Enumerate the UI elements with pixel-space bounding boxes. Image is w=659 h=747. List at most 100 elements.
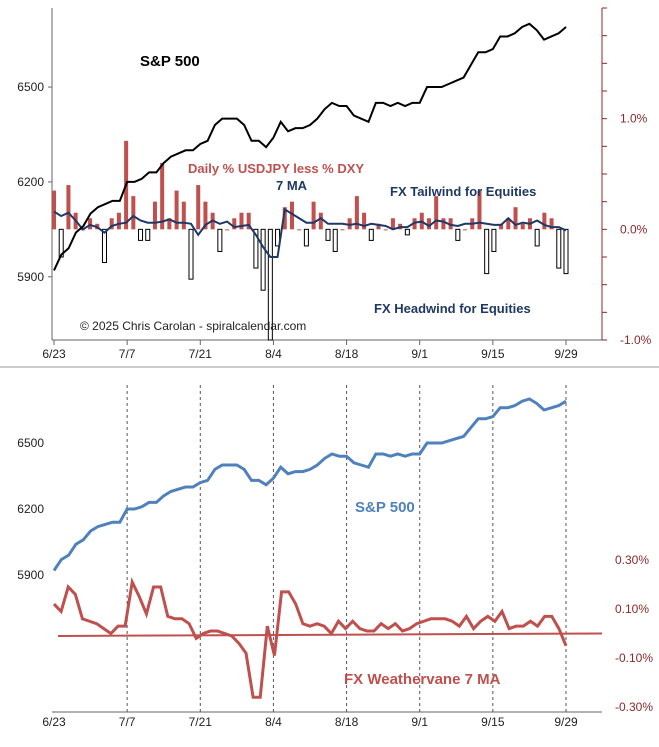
bottom-x-tick-label: 6/23 bbox=[42, 715, 66, 729]
top-left-tick-label: 5900 bbox=[17, 270, 44, 284]
fx-bar-negative bbox=[556, 228, 562, 269]
fx-bar-positive bbox=[239, 212, 244, 230]
fx-bar-positive bbox=[152, 201, 157, 230]
top-right-tick-label: 0.0% bbox=[620, 222, 648, 236]
bottom-sp500-line bbox=[52, 397, 567, 572]
fx-bar-positive bbox=[289, 201, 294, 230]
bottom-right-tick-label: 0.10% bbox=[615, 602, 649, 616]
fx-bar-negative bbox=[253, 228, 259, 269]
annotation-tailwind: FX Tailwind for Equities bbox=[390, 184, 536, 199]
fx-bar-positive bbox=[174, 190, 179, 230]
weathervane-line bbox=[52, 577, 568, 699]
top-left-tick-label: 6500 bbox=[17, 80, 44, 94]
bottom-x-tick-label: 9/15 bbox=[481, 715, 505, 729]
fx-bar-positive bbox=[282, 207, 287, 230]
fx-bar-negative bbox=[534, 228, 540, 247]
fx-bar-positive bbox=[448, 218, 453, 230]
fx-bar-positive bbox=[66, 185, 71, 230]
bottom-right-tick-label: 0.30% bbox=[615, 553, 649, 567]
fx-bar-negative bbox=[404, 228, 410, 236]
fx-bar-negative bbox=[484, 228, 490, 275]
fx-bar-positive bbox=[383, 229, 388, 231]
fx-bar-positive bbox=[434, 196, 439, 230]
fx-bar-positive bbox=[463, 229, 468, 231]
fx-bar-positive bbox=[311, 201, 316, 230]
fx-bar-positive bbox=[542, 212, 547, 230]
bottom-x-tick-label: 8/18 bbox=[335, 715, 359, 729]
fx-bar-positive bbox=[549, 218, 554, 230]
fx-bar-positive bbox=[116, 212, 121, 230]
bottom-left-tick-label: 6500 bbox=[17, 436, 44, 450]
fx-bar-positive bbox=[225, 229, 230, 231]
fx-bar-positive bbox=[160, 162, 165, 230]
top-x-tick-label: 9/1 bbox=[411, 347, 428, 361]
fx-bar-positive bbox=[131, 196, 136, 230]
fx-bar-positive bbox=[196, 185, 201, 230]
top-x-tick-label: 9/29 bbox=[554, 347, 578, 361]
fx-bar-positive bbox=[340, 229, 345, 231]
bottom-panel: 5900 6200 6500 -0.30% -0.10% 0.10% 0.30% 6/23… bbox=[17, 385, 653, 729]
bottom-right-tick-label: -0.10% bbox=[615, 651, 653, 665]
top-title-sp500: S&P 500 bbox=[140, 53, 200, 70]
fx-bar-positive bbox=[203, 201, 208, 230]
fx-bar-negative bbox=[260, 228, 266, 291]
fx-bar-positive bbox=[109, 218, 114, 230]
fx-bar-positive bbox=[390, 218, 395, 230]
bottom-x-tick-label: 9/29 bbox=[554, 715, 578, 729]
fx-bar-positive bbox=[51, 190, 57, 230]
top-x-tick-label: 7/7 bbox=[119, 347, 136, 361]
fx-bar-positive bbox=[513, 207, 518, 230]
top-right-tick-label: -1.0% bbox=[620, 333, 652, 347]
fx-bar-negative bbox=[138, 228, 144, 241]
top-x-tick-label: 8/4 bbox=[265, 347, 282, 361]
fx-bar-positive bbox=[354, 196, 359, 230]
fx-bar-positive bbox=[520, 223, 525, 230]
fx-bar-negative bbox=[217, 228, 223, 252]
fx-bar-negative bbox=[455, 228, 461, 241]
bottom-right-tick-label: -0.30% bbox=[615, 700, 653, 714]
top-left-tick-label: 6200 bbox=[17, 175, 44, 189]
fx-bar-negative bbox=[563, 228, 569, 275]
fx-bar-positive bbox=[376, 223, 381, 230]
fx-bar-positive bbox=[88, 218, 93, 230]
top-right-tick-label: 1.0% bbox=[620, 112, 648, 126]
fx-bar-negative bbox=[101, 228, 107, 264]
subtitle-daily-pct: Daily % USDJPY less % DXY bbox=[188, 161, 364, 176]
fx-bar-negative bbox=[491, 228, 497, 252]
top-sp500-line bbox=[53, 22, 567, 271]
fx-bar-negative bbox=[303, 228, 309, 247]
fx-bar-positive bbox=[232, 218, 237, 230]
bottom-x-tick-label: 7/21 bbox=[189, 715, 213, 729]
bottom-title-sp500: S&P 500 bbox=[355, 499, 415, 516]
trend-line bbox=[57, 632, 603, 637]
bottom-x-tick-label: 7/7 bbox=[119, 715, 136, 729]
top-x-tick-label: 6/23 bbox=[42, 347, 66, 361]
fx-bar-positive bbox=[347, 218, 352, 230]
copyright-text: © 2025 Chris Carolan - spiralcalendar.co… bbox=[80, 319, 306, 333]
annotation-weathervane: FX Weathervane 7 MA bbox=[344, 671, 501, 688]
top-x-tick-label: 7/21 bbox=[189, 347, 213, 361]
fx-bar-negative bbox=[188, 228, 194, 280]
fx-bar-positive bbox=[181, 201, 186, 230]
fx-bar-positive bbox=[477, 190, 482, 230]
subtitle-ma: 7 MA bbox=[276, 178, 308, 193]
fx-bar-negative bbox=[368, 228, 374, 241]
fx-bar-positive bbox=[297, 229, 302, 231]
bottom-left-tick-label: 5900 bbox=[17, 568, 44, 582]
fx-bar-negative bbox=[145, 228, 151, 241]
top-panel: 5900 6200 6500 -1.0% 0.0% 1.0% 6/23 7/7 7/21 8/… bbox=[17, 7, 652, 361]
fx-bar-negative bbox=[325, 228, 331, 241]
fx-bar-negative bbox=[332, 228, 338, 252]
fx-bar-positive bbox=[362, 212, 367, 230]
ma-7-line bbox=[53, 207, 567, 258]
fx-bar-positive bbox=[246, 212, 251, 230]
bottom-x-tick-label: 8/4 bbox=[265, 715, 282, 729]
top-x-tick-label: 8/18 bbox=[335, 347, 359, 361]
fx-bar-positive bbox=[318, 212, 323, 230]
fx-bar-negative bbox=[267, 228, 273, 341]
bottom-x-tick-label: 9/1 bbox=[411, 715, 428, 729]
fx-bar-positive bbox=[441, 218, 446, 230]
bottom-left-tick-label: 6200 bbox=[17, 502, 44, 516]
